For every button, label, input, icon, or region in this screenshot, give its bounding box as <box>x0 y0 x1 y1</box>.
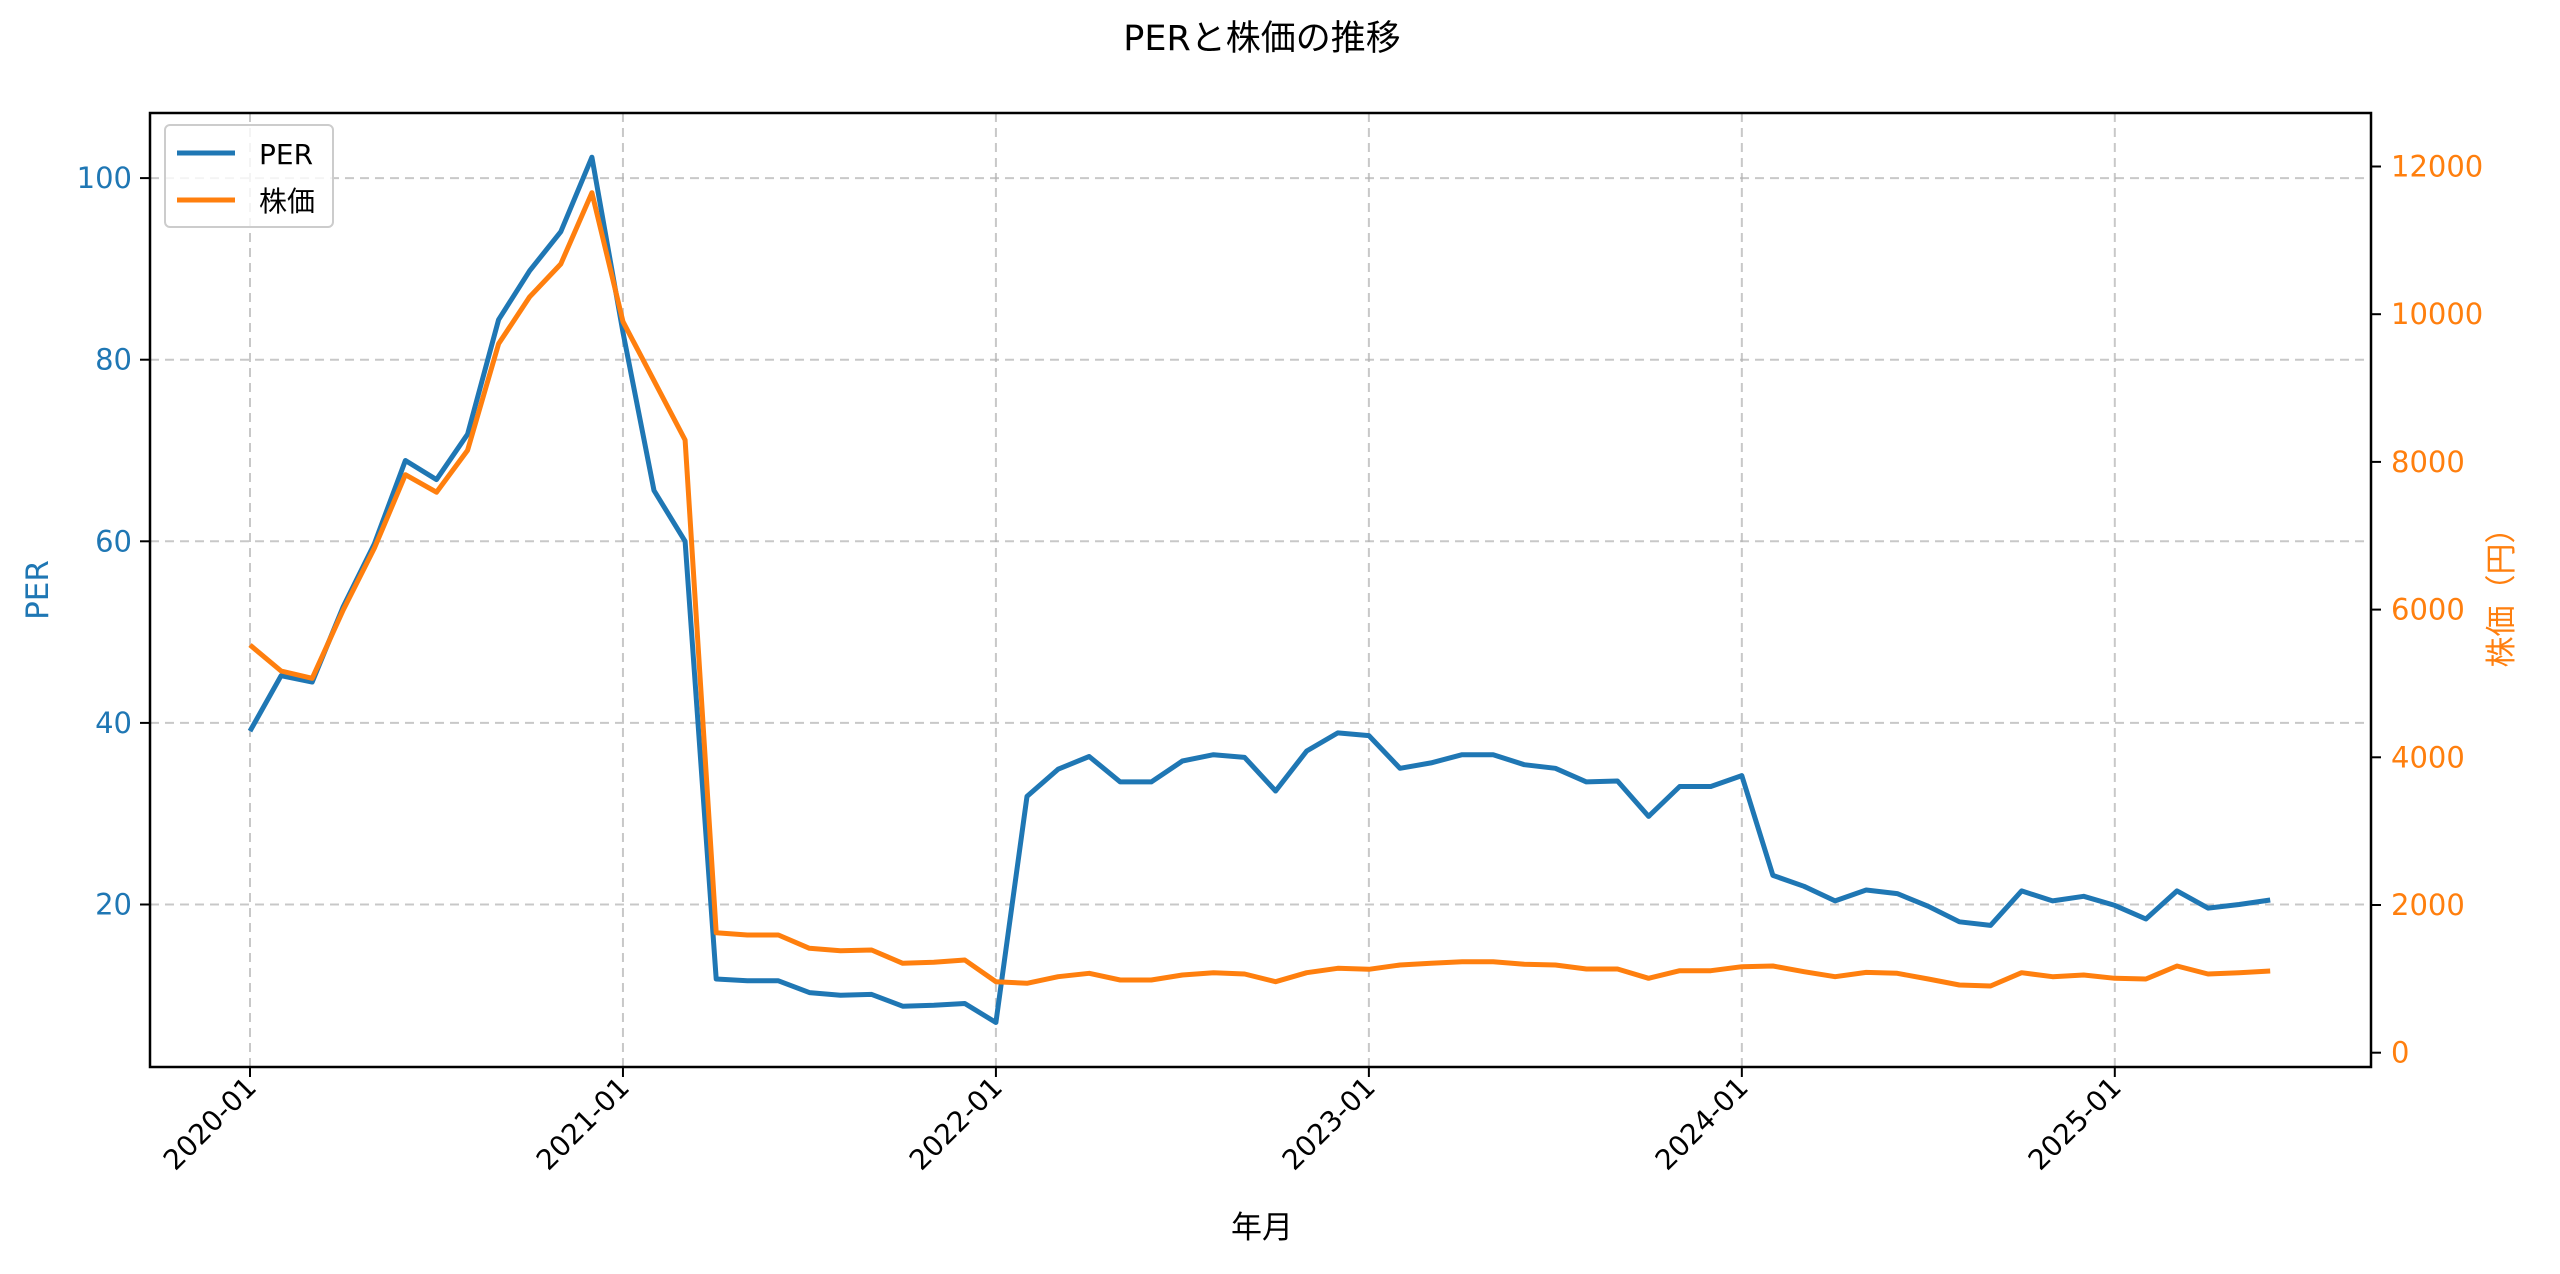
x-tick-label: 2021-01 <box>530 1071 636 1177</box>
left-y-axis-ticks: 20 40 60 80 100 <box>77 161 150 922</box>
right-tick-label: 2000 <box>2391 888 2465 922</box>
x-tick-label: 2025-01 <box>2022 1071 2128 1177</box>
right-y-axis-ticks: 0 2000 4000 6000 8000 10000 12000 <box>2371 150 2483 1070</box>
left-tick-label: 60 <box>95 524 132 558</box>
price-line <box>248 190 2271 989</box>
legend: PER 株価 <box>164 124 334 228</box>
left-tick-label: 100 <box>77 161 132 195</box>
left-tick-label: 80 <box>95 343 132 377</box>
right-tick-label: 4000 <box>2391 740 2465 774</box>
per-line <box>247 154 2271 1025</box>
x-tick-label: 2024-01 <box>1649 1071 1755 1177</box>
right-tick-label: 12000 <box>2391 150 2483 184</box>
right-tick-label: 0 <box>2391 1036 2409 1070</box>
legend-per-label: PER <box>259 138 313 171</box>
x-tick-label: 2023-01 <box>1276 1071 1382 1177</box>
left-tick-label: 20 <box>95 888 132 922</box>
chart-title: PERと株価の推移 <box>1123 19 1401 59</box>
legend-price-label: 株価 <box>259 185 315 218</box>
data-lines <box>247 154 2271 1025</box>
x-axis-label: 年月 <box>1231 1210 1293 1246</box>
axes-frame <box>148 111 2373 1069</box>
x-axis-ticks: 2020-01 2021-01 2022-01 2023-01 2024-01 2025-… <box>157 1067 2128 1177</box>
right-y-axis-label: 株価（円） <box>2484 513 2520 668</box>
x-tick-label: 2020-01 <box>157 1071 263 1177</box>
grid-lines <box>150 113 2371 1067</box>
right-tick-label: 10000 <box>2391 297 2483 331</box>
right-tick-label: 8000 <box>2391 445 2465 479</box>
x-tick-label: 2022-01 <box>903 1071 1009 1177</box>
left-y-axis-label: PER <box>20 560 56 620</box>
right-tick-label: 6000 <box>2391 593 2465 627</box>
left-tick-label: 40 <box>95 706 132 740</box>
